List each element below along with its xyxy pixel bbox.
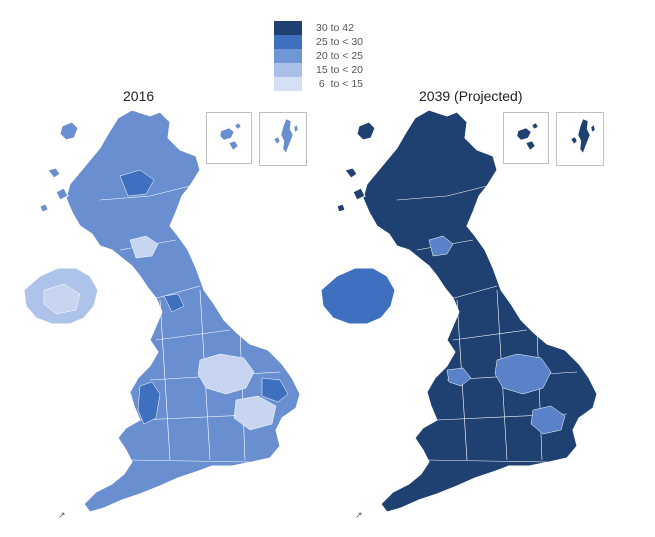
- legend-swatch: [274, 63, 302, 77]
- light-regions-2016: [43, 235, 277, 431]
- legend-swatch: [274, 35, 302, 49]
- legend-swatch: [274, 77, 302, 91]
- northern-ireland-2039: [320, 267, 396, 325]
- inset-shetland-2039: [556, 112, 604, 166]
- legend-swatch: [274, 21, 302, 35]
- dark-regions-2016: [119, 169, 289, 425]
- inset-orkney-2039: [503, 112, 549, 164]
- legend-label: 15 to < 20: [316, 64, 363, 76]
- legend-label: 30 to 42: [316, 22, 354, 34]
- orkney-islands-2016: [219, 122, 242, 151]
- north-arrow-icon: ↗: [355, 510, 363, 520]
- inset-shetland-2016: [259, 112, 307, 166]
- shetland-islands-2039: [570, 118, 596, 154]
- legend-label: 20 to < 25: [316, 50, 363, 62]
- orkney-islands-2039: [516, 122, 539, 151]
- light-regions-2039: [428, 235, 566, 435]
- map-title-2039: 2039 (Projected): [419, 88, 523, 104]
- inset-orkney-2016: [206, 112, 252, 164]
- legend-swatch: [274, 49, 302, 63]
- legend-label: 25 to < 30: [316, 36, 363, 48]
- map-2039: [320, 109, 598, 513]
- north-arrow-icon: ↗: [58, 510, 66, 520]
- shetland-islands-2016: [273, 118, 299, 154]
- legend-label: 6 to < 15: [316, 78, 363, 90]
- map-title-2016: 2016: [123, 88, 155, 104]
- map-2016: [23, 109, 301, 513]
